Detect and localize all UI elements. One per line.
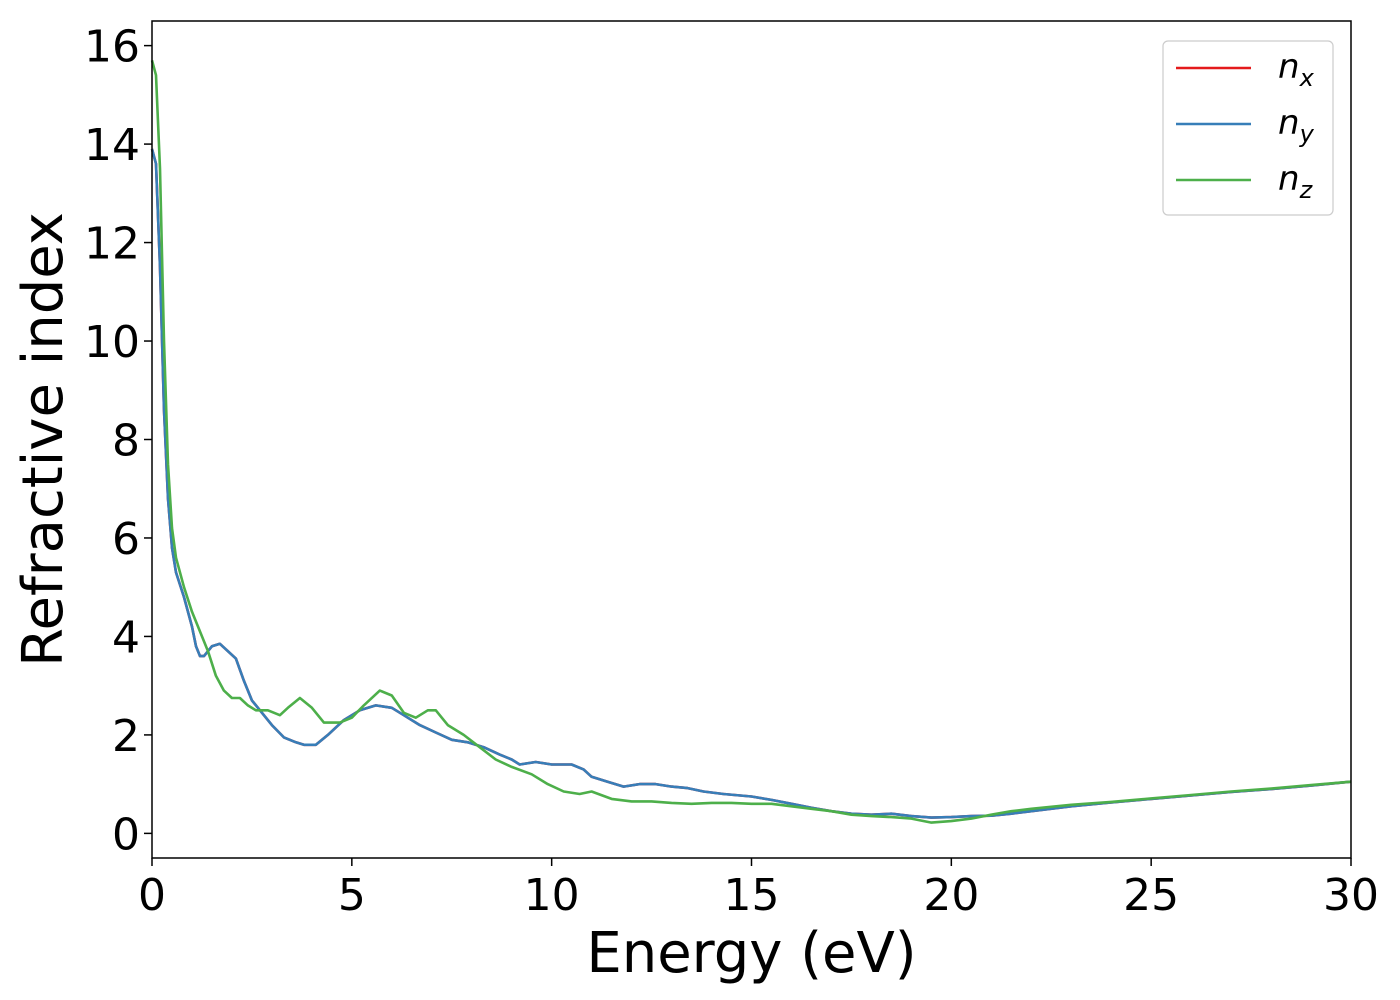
legend-label-z: nz bbox=[1278, 159, 1314, 204]
y-tick-label: 16 bbox=[84, 22, 140, 73]
legend-label-x: nx bbox=[1278, 47, 1315, 92]
x-axis: 0 5 10 15 20 25 30 bbox=[138, 858, 1379, 921]
y-tick-label: 12 bbox=[84, 219, 140, 270]
y-tick-label: 8 bbox=[112, 416, 140, 467]
x-tick-label: 0 bbox=[138, 870, 166, 921]
x-tick-label: 30 bbox=[1323, 870, 1379, 921]
y-axis: 0 2 4 6 8 10 12 14 16 bbox=[84, 22, 152, 860]
y-tick-label: 4 bbox=[112, 612, 140, 663]
legend-box bbox=[1162, 40, 1334, 216]
y-tick-label: 2 bbox=[112, 711, 140, 762]
legend-label-y: ny bbox=[1278, 103, 1315, 148]
series-line-n-z bbox=[150, 60, 1352, 824]
x-tick-label: 10 bbox=[524, 870, 580, 921]
y-tick-label: 6 bbox=[112, 514, 140, 565]
y-axis-label: Refractive index bbox=[11, 212, 76, 667]
y-tick-label: 14 bbox=[84, 120, 140, 171]
legend: nx ny nz bbox=[1162, 40, 1334, 216]
series-layer bbox=[150, 60, 1352, 824]
series-line-n-y bbox=[150, 148, 1352, 819]
x-tick-label: 20 bbox=[923, 870, 979, 921]
x-axis-label: Energy (eV) bbox=[586, 921, 916, 986]
x-tick-label: 5 bbox=[338, 870, 366, 921]
y-tick-label: 0 bbox=[112, 809, 140, 860]
y-tick-label: 10 bbox=[84, 317, 140, 368]
x-tick-label: 15 bbox=[724, 870, 780, 921]
x-tick-label: 25 bbox=[1123, 870, 1179, 921]
